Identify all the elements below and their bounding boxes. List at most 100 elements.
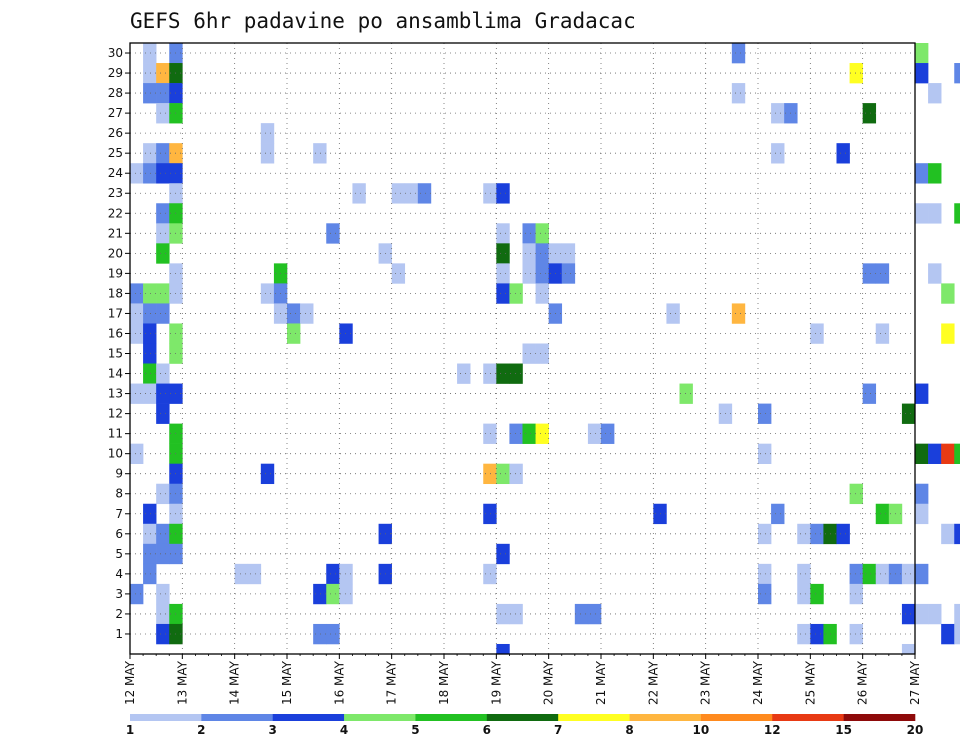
heatmap-cell xyxy=(509,363,523,384)
heatmap-cell xyxy=(928,163,942,184)
y-tick-label: 10 xyxy=(108,447,123,461)
heatmap-cell xyxy=(143,523,157,545)
heatmap-cell xyxy=(758,523,772,545)
heatmap-cell xyxy=(522,423,536,444)
colorbar-swatch xyxy=(415,714,488,721)
heatmap-cell xyxy=(483,463,497,485)
y-tick-label: 2 xyxy=(115,607,123,621)
heatmap-cell xyxy=(143,163,157,184)
y-tick-label: 14 xyxy=(108,367,123,381)
heatmap-cell xyxy=(901,603,916,625)
heatmap-cell xyxy=(954,603,960,625)
heatmap-cell xyxy=(915,603,929,625)
heatmap-cell xyxy=(928,443,942,464)
heatmap-cell xyxy=(758,583,772,605)
heatmap-cell xyxy=(130,303,144,324)
heatmap-cell xyxy=(915,43,929,64)
y-tick-label: 18 xyxy=(108,286,123,300)
heatmap-cell xyxy=(483,563,497,585)
colorbar-swatch xyxy=(843,714,916,721)
heatmap-cell xyxy=(417,183,432,204)
heatmap-cell xyxy=(535,223,549,244)
y-tick-label: 29 xyxy=(108,66,123,80)
heatmap-cell xyxy=(915,563,929,585)
heatmap-cell xyxy=(928,83,942,104)
heatmap-cell xyxy=(771,503,785,525)
colorbar-label: 5 xyxy=(411,723,419,737)
heatmap-cell xyxy=(509,423,523,444)
heatmap-cell xyxy=(522,223,536,244)
heatmap-cell xyxy=(797,563,811,585)
heatmap-cell xyxy=(496,263,510,284)
heatmap-cell xyxy=(535,423,549,444)
y-tick-label: 28 xyxy=(108,86,123,100)
y-tick-label: 20 xyxy=(108,246,123,260)
heatmap-cell xyxy=(156,103,170,124)
heatmap-cell xyxy=(143,43,157,64)
x-axis: 12 MAY 13 MAY 14 MAY 15 MAY 16 MAY 17 MAY 18 M… xyxy=(123,654,922,705)
heatmap-cell xyxy=(143,343,157,364)
chart-title: GEFS 6hr padavine po ansamblima Gradacac xyxy=(130,9,636,33)
heatmap-cell xyxy=(509,283,523,304)
heatmap-cell xyxy=(954,523,960,545)
heatmap-cell xyxy=(143,283,157,304)
heatmap-cell xyxy=(156,383,170,404)
colorbar-label: 6 xyxy=(483,723,491,737)
colorbar-swatch xyxy=(344,714,416,721)
heatmap-cell xyxy=(130,163,144,184)
heatmap-cell xyxy=(915,383,929,404)
y-tick-label: 11 xyxy=(108,427,123,441)
heatmap-cell xyxy=(915,443,929,464)
heatmap-cell xyxy=(679,383,693,404)
heatmap-cell xyxy=(339,583,353,605)
heatmap-cell xyxy=(260,283,275,304)
colorbar-swatch xyxy=(700,714,773,721)
heatmap-cell xyxy=(731,43,746,64)
heatmap-cell xyxy=(862,103,877,124)
heatmap-cell xyxy=(339,563,353,585)
heatmap-cell xyxy=(875,503,890,525)
heatmap-cell xyxy=(130,383,144,404)
heatmap-cell xyxy=(561,243,576,264)
colorbar-swatch xyxy=(272,714,345,721)
heatmap-cell xyxy=(758,563,772,585)
heatmap-cell xyxy=(287,323,301,344)
heatmap-cell xyxy=(156,523,170,545)
heatmap-cell xyxy=(522,343,536,364)
x-tick-label: 14 MAY xyxy=(228,660,242,705)
heatmap-cell xyxy=(915,503,929,525)
heatmap-cell xyxy=(143,303,157,324)
heatmap-cell xyxy=(156,283,170,304)
heatmap-cell xyxy=(326,583,340,605)
heatmap-cell xyxy=(810,583,824,605)
heatmap-cell xyxy=(587,423,602,444)
heatmap-cell xyxy=(143,383,157,404)
colorbar-label: 8 xyxy=(625,723,633,737)
colorbar-swatch xyxy=(558,714,630,721)
colorbar-swatch xyxy=(201,714,274,721)
y-tick-label: 22 xyxy=(108,206,123,220)
y-tick-label: 23 xyxy=(108,186,123,200)
heatmap-cell xyxy=(928,603,942,625)
heatmap-cell xyxy=(666,303,680,324)
y-tick-label: 12 xyxy=(108,407,123,421)
heatmap-cell xyxy=(156,203,170,224)
y-tick-label: 17 xyxy=(108,306,123,320)
colorbar: 1 2 3 4 5 6 7 8 10 12 15 20 xyxy=(126,714,923,737)
heatmap-cell xyxy=(287,303,301,324)
heatmap-cell xyxy=(758,443,772,464)
heatmap-cell xyxy=(941,323,955,344)
heatmap-cell xyxy=(522,263,536,284)
heatmap-cell xyxy=(404,183,419,204)
heatmap-cell xyxy=(810,523,824,545)
x-tick-label: 22 MAY xyxy=(646,660,660,705)
heatmap-cell xyxy=(156,543,170,565)
heatmap-cell xyxy=(941,623,955,645)
heatmap-cell xyxy=(156,223,170,244)
heatmap-cell xyxy=(535,263,549,284)
heatmap-cell xyxy=(326,623,340,645)
heatmap-cell xyxy=(496,463,510,485)
heatmap-cell xyxy=(849,623,863,645)
heatmap-cell xyxy=(156,483,170,505)
heatmap-cell xyxy=(771,103,785,124)
